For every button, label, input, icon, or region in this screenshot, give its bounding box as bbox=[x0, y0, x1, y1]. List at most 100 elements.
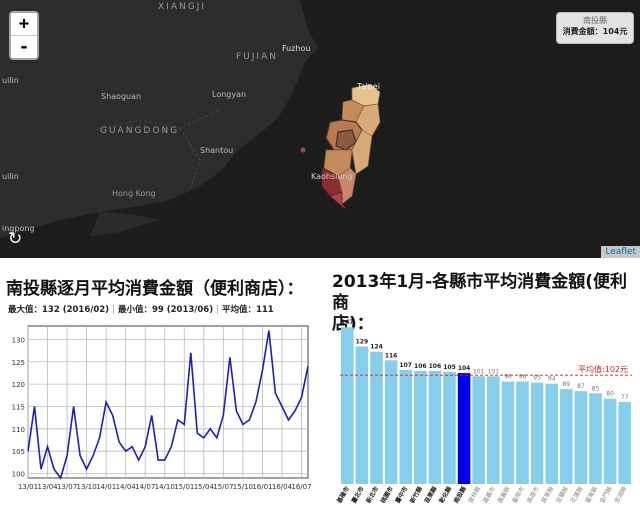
place-label: Kaohsiung bbox=[311, 172, 353, 181]
bar bbox=[384, 360, 398, 484]
x-tick-label: 13/04 bbox=[37, 483, 58, 491]
bar bbox=[589, 393, 602, 484]
category-label: 金門縣 bbox=[598, 485, 614, 505]
x-tick-label: 14/07 bbox=[135, 483, 155, 491]
x-tick-label: 16/07 bbox=[291, 483, 311, 491]
place-label: FUJIAN bbox=[236, 52, 278, 62]
bar bbox=[603, 398, 617, 484]
category-label: 屏東縣 bbox=[539, 485, 555, 505]
bar bbox=[530, 382, 544, 484]
zoom-control: + - bbox=[9, 11, 39, 60]
bar-value-label: 87 bbox=[577, 383, 585, 390]
y-tick-label: 100 bbox=[12, 471, 25, 479]
zoom-in-button[interactable]: + bbox=[18, 14, 30, 34]
y-tick-label: 120 bbox=[12, 381, 25, 389]
bar bbox=[516, 381, 529, 484]
mainland-land bbox=[0, 0, 318, 238]
bar-value-label: 96 bbox=[519, 374, 527, 381]
map-canvas[interactable] bbox=[0, 0, 640, 258]
place-label: XIANGJI bbox=[158, 2, 206, 12]
bar bbox=[487, 376, 500, 484]
category-label: 南投縣 bbox=[452, 485, 468, 505]
zoom-out-button[interactable]: - bbox=[11, 35, 37, 58]
right-title-line1: 2013年1月-各縣市平均消費金額(便利商 bbox=[332, 272, 627, 313]
bar-value-label: 80 bbox=[606, 391, 614, 398]
bar bbox=[618, 401, 631, 484]
monthly-line-chart: 100 105 110 115 120 125 130 13/01 13/04 13/07 13/1… bbox=[12, 325, 312, 491]
category-label: 苗栗縣 bbox=[423, 485, 439, 505]
category-label: 臺東縣 bbox=[583, 485, 599, 505]
bar-value-label: 95 bbox=[533, 375, 541, 382]
bar-value-label: 96 bbox=[504, 374, 512, 381]
bar bbox=[457, 373, 471, 484]
place-label: Hong Kong bbox=[112, 189, 156, 198]
bar-value-label: 104 bbox=[458, 365, 471, 372]
x-tick-label: 15/04 bbox=[194, 483, 215, 491]
info-county-name: 南投縣 bbox=[583, 16, 607, 25]
taiwan-choropleth[interactable] bbox=[0, 0, 640, 258]
place-label: Shaoguan bbox=[101, 92, 142, 101]
category-label: 高雄市 bbox=[525, 485, 541, 505]
bar-value-label: 124 bbox=[370, 344, 383, 351]
place-label: Shantou bbox=[200, 146, 234, 155]
category-label: 新竹縣 bbox=[408, 485, 424, 505]
refresh-icon[interactable]: ↻ bbox=[8, 229, 23, 249]
x-tick-label: 14/01 bbox=[96, 483, 116, 491]
bar bbox=[399, 369, 412, 484]
category-label: 臺北市 bbox=[350, 485, 366, 505]
stat-separator: | bbox=[216, 305, 219, 315]
category-label: 澎湖縣 bbox=[612, 485, 628, 505]
bar bbox=[545, 383, 558, 484]
map-panel[interactable]: XIANGJI FUJIAN Fuzhou Shaoguan Longyan G… bbox=[0, 0, 640, 258]
left-panel-title: 南投縣逐月平均消費金額（便利商店）： bbox=[6, 279, 304, 299]
bar bbox=[560, 389, 573, 484]
county-nantou bbox=[335, 129, 357, 151]
x-tick-label: 15/07 bbox=[213, 483, 233, 491]
bar-value-label: 107 bbox=[399, 362, 412, 369]
bar bbox=[370, 351, 383, 484]
bar-value-label: 116 bbox=[385, 352, 398, 359]
place-label: Longyan bbox=[212, 90, 247, 99]
bar-value-label: 129 bbox=[356, 338, 369, 345]
y-tick-label: 130 bbox=[12, 336, 25, 344]
x-tick-label: 14/04 bbox=[116, 483, 137, 491]
x-tick-label: 15/01 bbox=[174, 483, 194, 491]
x-tick-label: 13/07 bbox=[57, 483, 77, 491]
stats-line: 最大值：132 (2016/02) | 最小值：99 (2013/06) | 平均值：1… bbox=[8, 303, 274, 315]
bar-value-label: 85 bbox=[592, 385, 600, 392]
penghu-island bbox=[300, 147, 306, 153]
bar-value-label: 105 bbox=[443, 364, 456, 371]
bar-value-label: 94 bbox=[548, 376, 556, 383]
y-tick-label: 110 bbox=[12, 426, 25, 434]
county-hualien bbox=[351, 129, 373, 175]
leaflet-attribution-link[interactable]: Leaflet bbox=[601, 246, 640, 258]
category-label: 宜蘭縣 bbox=[554, 485, 570, 505]
place-label: uilin bbox=[2, 76, 19, 85]
place-label: Taipei bbox=[357, 82, 380, 91]
x-tick-label: 13/10 bbox=[77, 483, 97, 491]
bar bbox=[414, 370, 427, 484]
place-label: ingpong bbox=[2, 224, 35, 233]
average-label: 平均值:102元 bbox=[578, 364, 628, 374]
category-label: 臺南市 bbox=[510, 485, 526, 505]
category-label: 基隆市 bbox=[335, 485, 351, 505]
x-tick-label: 15/10 bbox=[233, 483, 253, 491]
map-info-box: 南投縣 消費金額：104元 bbox=[556, 12, 634, 44]
stat-avg: 平均值：111 bbox=[221, 305, 274, 315]
bar-value-label: 101 bbox=[473, 368, 485, 375]
category-label: 臺中市 bbox=[393, 485, 409, 505]
place-label: Fuzhou bbox=[282, 44, 311, 53]
bar bbox=[341, 327, 354, 484]
bar bbox=[501, 381, 515, 484]
x-tick-label: 14/10 bbox=[155, 483, 175, 491]
bar-value-label: 147 bbox=[341, 319, 354, 326]
bar bbox=[355, 346, 369, 484]
stat-min: 最小值：99 (2013/06) bbox=[117, 305, 214, 315]
bar-value-label: 77 bbox=[621, 394, 629, 401]
bar bbox=[472, 376, 485, 484]
stat-max: 最大值：132 (2016/02) bbox=[8, 305, 110, 315]
y-tick-label: 115 bbox=[12, 403, 25, 411]
category-label: 雲林縣 bbox=[466, 485, 482, 505]
category-label: 嘉義市 bbox=[481, 485, 497, 505]
bar-value-label: 106 bbox=[429, 363, 442, 370]
